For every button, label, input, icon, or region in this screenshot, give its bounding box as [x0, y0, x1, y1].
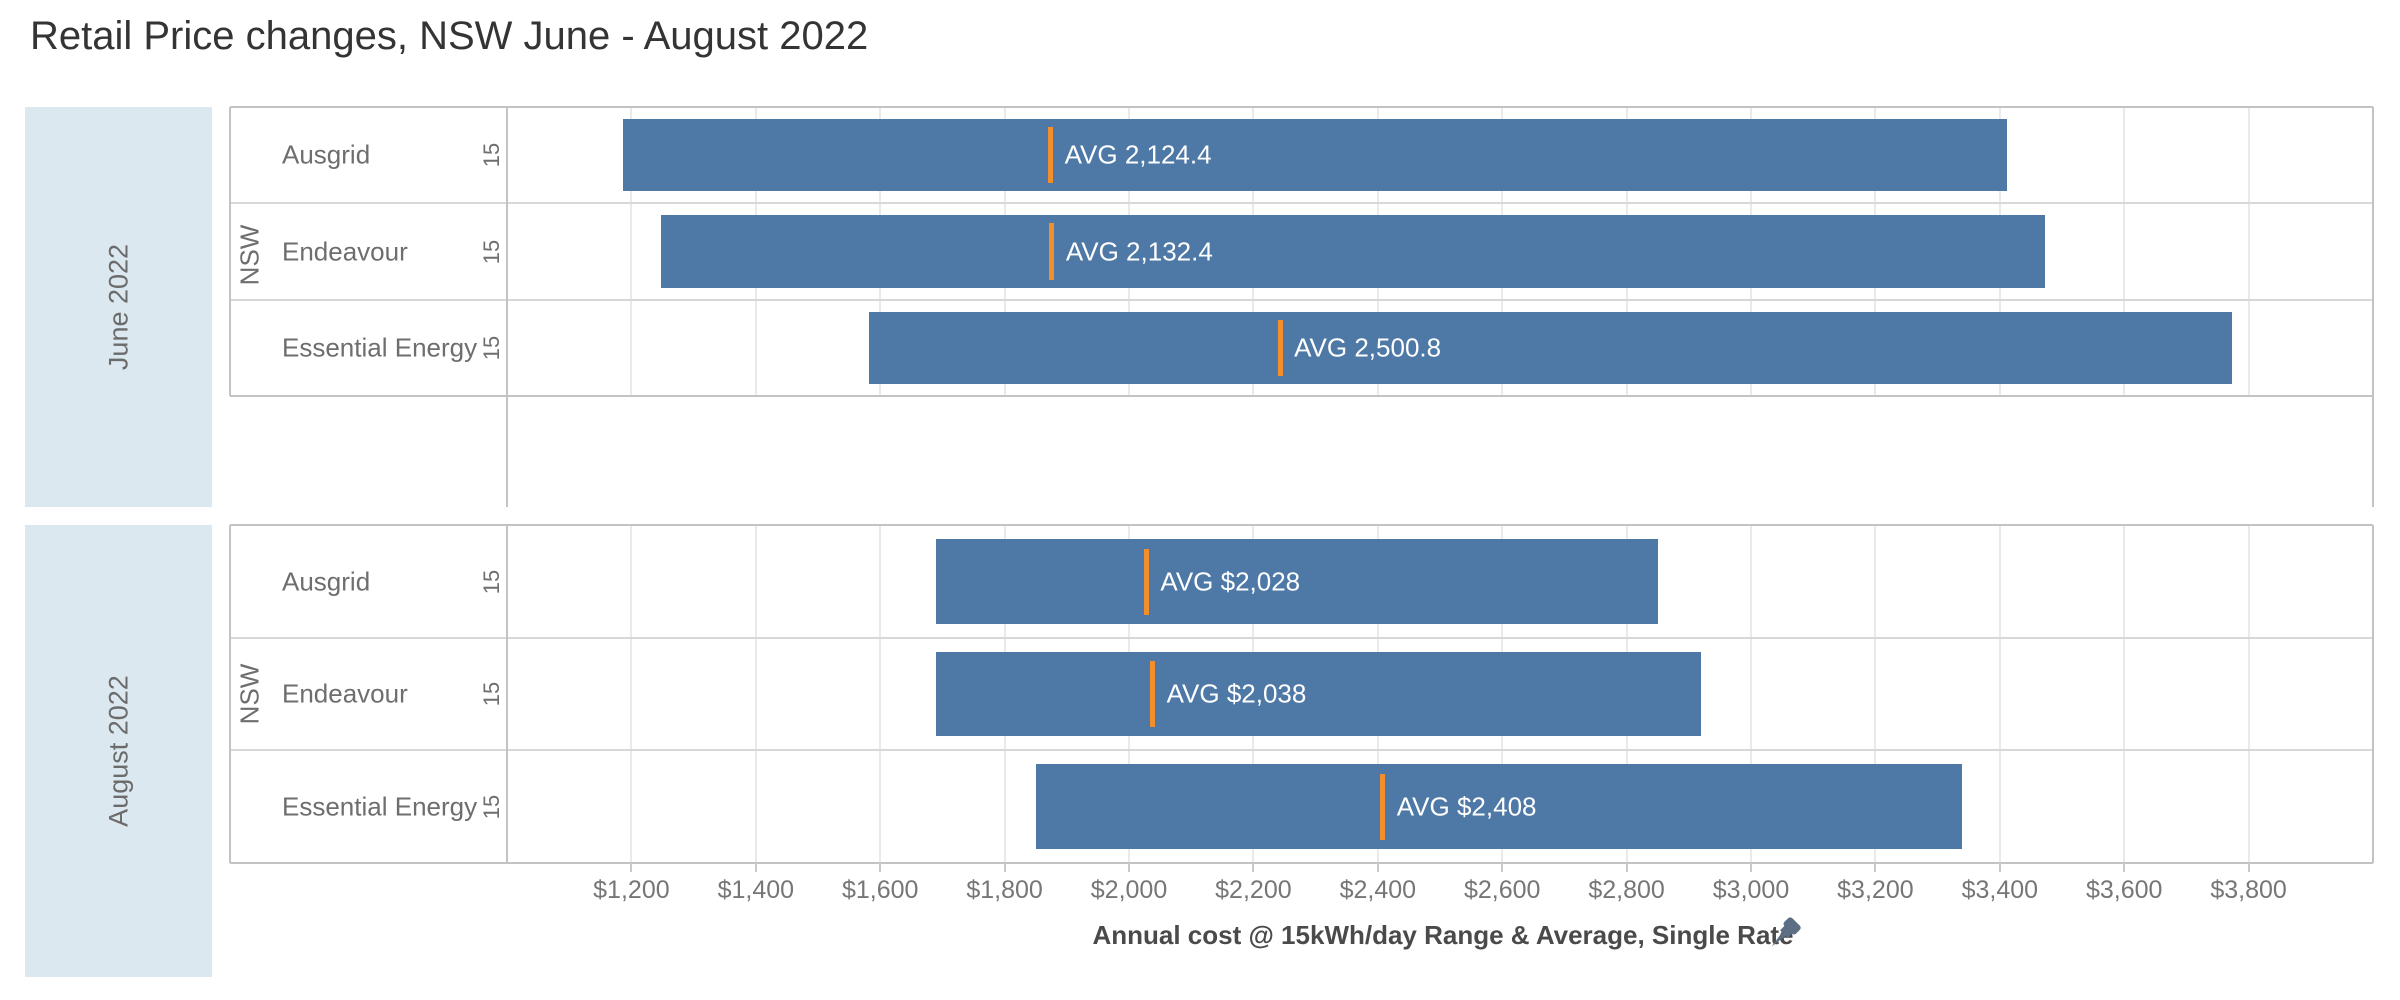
- axis-tick-mark: [630, 863, 633, 872]
- gridline: [2123, 525, 2126, 863]
- axis-tick-mark: [1501, 863, 1504, 872]
- usage-label: 15: [479, 335, 504, 361]
- row-label: Ausgrid: [282, 139, 371, 170]
- axis-tick-mark: [1874, 863, 1877, 872]
- axis-tick-label: $1,800: [966, 876, 1043, 904]
- row-label: Ausgrid: [282, 566, 371, 596]
- axis-tick-label: $2,000: [1090, 876, 1168, 904]
- axis-tick-mark: [1998, 863, 2001, 872]
- period-panel: [25, 107, 212, 507]
- region-label: NSW: [234, 224, 265, 286]
- range-bar[interactable]: [936, 539, 1658, 624]
- axis-tick-label: $1,600: [841, 876, 919, 904]
- pane-border: [230, 862, 2373, 864]
- average-marker: [1048, 127, 1054, 183]
- range-bar[interactable]: [623, 119, 2008, 191]
- axis-tick-label: $2,400: [1339, 876, 1417, 904]
- range-bar[interactable]: [661, 215, 2046, 288]
- usage-label: 15: [479, 142, 504, 168]
- average-value-label: AVG $2,028: [1160, 566, 1301, 596]
- range-bar[interactable]: [869, 312, 2233, 384]
- pane-border: [229, 525, 231, 863]
- pane-border: [2372, 107, 2374, 507]
- average-value-label: AVG 2,132.4: [1065, 236, 1213, 266]
- axis-tick-label: $3,600: [2085, 876, 2163, 904]
- region-label: NSW: [234, 663, 265, 725]
- average-value-label: AVG 2,124.4: [1064, 139, 1212, 170]
- axis-tick-mark: [1252, 863, 1255, 872]
- axis-tick-mark: [1750, 863, 1752, 872]
- axis-tick-mark: [2247, 863, 2250, 872]
- gridline: [2247, 107, 2250, 396]
- average-value-label: AVG 2,500.8: [1294, 332, 1442, 363]
- axis-tick-mark: [1128, 863, 1130, 872]
- axis-title: Annual cost @ 15kWh/day Range & Average,…: [1092, 920, 1794, 950]
- row-divider: [230, 299, 2373, 301]
- usage-label: 15: [479, 794, 504, 819]
- average-marker: [1150, 661, 1156, 727]
- axis-tick-label: $2,200: [1215, 876, 1292, 904]
- period-label: August 2022: [103, 675, 134, 827]
- average-value-label: AVG $2,408: [1396, 791, 1537, 821]
- row-label: Endeavour: [282, 236, 408, 266]
- pane-border: [2372, 525, 2374, 863]
- axis-tick-mark: [2123, 863, 2126, 872]
- row-label: Essential Energy: [282, 332, 478, 363]
- gridline: [879, 525, 882, 863]
- average-marker: [1380, 774, 1386, 840]
- row-divider: [230, 749, 2373, 751]
- period-label: June 2022: [103, 243, 134, 371]
- axis-tick-mark: [1625, 863, 1628, 872]
- usage-label: 15: [479, 239, 504, 264]
- axis-tick-label: $1,400: [717, 876, 795, 904]
- gridline: [1998, 525, 2001, 863]
- page-title: Retail Price changes, NSW June - August …: [30, 14, 869, 58]
- axis-tick-label: $3,400: [1961, 876, 2039, 904]
- axis-tick-label: $3,200: [1837, 876, 1914, 904]
- pane-border: [506, 525, 508, 863]
- row-label: Endeavour: [282, 678, 408, 709]
- gridline: [630, 107, 633, 396]
- average-value-label: AVG $2,038: [1166, 678, 1307, 709]
- axis-tick-mark: [1003, 863, 1006, 872]
- row-divider: [230, 202, 2373, 204]
- period-panel: [25, 525, 212, 977]
- pane-border: [230, 395, 2373, 397]
- gridline: [630, 525, 633, 863]
- axis-tick-mark: [754, 863, 757, 872]
- usage-label: 15: [479, 681, 504, 707]
- gridline: [754, 525, 757, 863]
- axis-tick-label: $2,600: [1463, 876, 1541, 904]
- gridline: [1874, 525, 1877, 863]
- row-label: Essential Energy: [282, 791, 478, 821]
- gridline: [2123, 107, 2126, 396]
- row-divider: [230, 637, 2373, 639]
- average-marker: [1049, 223, 1055, 280]
- gridline: [2247, 525, 2250, 863]
- range-bar[interactable]: [1035, 764, 1963, 849]
- axis-tick-label: $3,800: [2210, 876, 2287, 904]
- gridline: [1750, 525, 1752, 863]
- axis-tick-label: $1,200: [593, 876, 670, 904]
- pushpin-icon[interactable]: [1766, 914, 1806, 956]
- pane-border: [230, 524, 2373, 526]
- axis-tick-mark: [1376, 863, 1379, 872]
- axis-tick-label: $2,800: [1588, 876, 1665, 904]
- average-marker: [1143, 549, 1149, 615]
- pane-border: [229, 107, 231, 396]
- average-marker: [1277, 320, 1283, 376]
- axis-tick-label: $3,000: [1712, 876, 1790, 904]
- range-bar[interactable]: [936, 652, 1702, 736]
- pane-border: [230, 106, 2373, 108]
- usage-label: 15: [479, 569, 504, 594]
- axis-tick-mark: [879, 863, 882, 872]
- pane-border: [506, 107, 508, 507]
